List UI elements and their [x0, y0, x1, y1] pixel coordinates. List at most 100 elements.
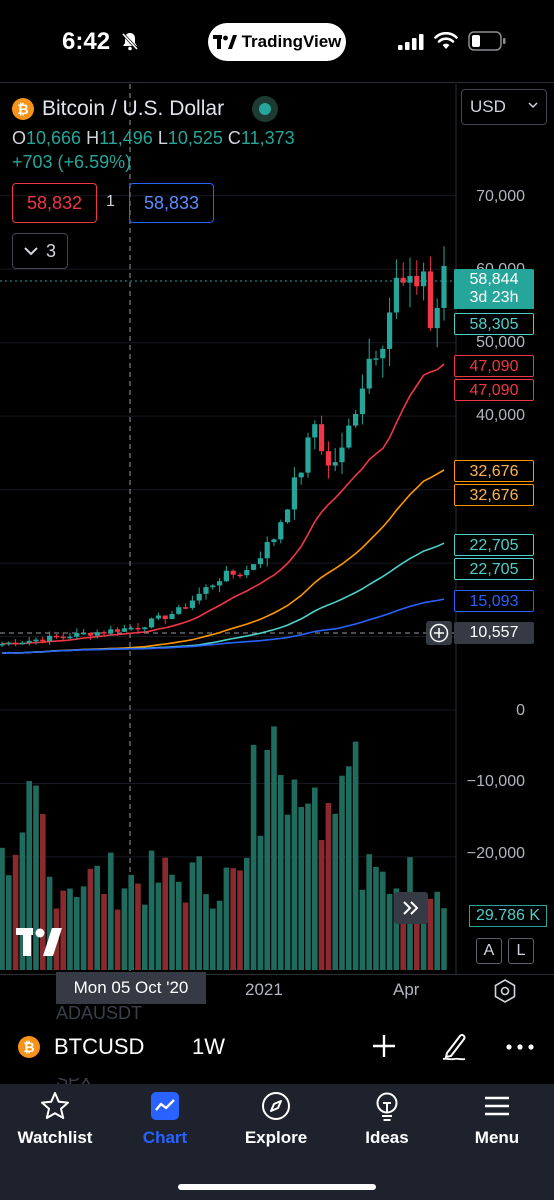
bitcoin-icon: ₿ — [12, 98, 34, 120]
volume-bar — [67, 888, 73, 970]
candle-body — [162, 615, 168, 620]
candle-body — [305, 437, 311, 473]
volume-bar — [135, 883, 141, 970]
close-label: C — [227, 128, 241, 148]
candle-body — [74, 632, 80, 637]
volume-bar — [0, 847, 5, 970]
candle-body — [47, 635, 53, 642]
currency-select[interactable]: USD — [461, 89, 547, 125]
candle-body — [203, 587, 209, 594]
volume-bar — [182, 902, 189, 970]
volume-bar — [271, 726, 277, 970]
tab-explore[interactable]: Explore — [226, 1090, 326, 1160]
volume-bar — [196, 856, 202, 970]
volume-bar — [339, 775, 345, 970]
volume-bar — [244, 857, 250, 970]
volume-bar — [142, 904, 148, 970]
spread-value: 1 — [106, 193, 115, 210]
volume-bar — [264, 750, 270, 970]
volume-bar — [318, 840, 325, 970]
volume-bar — [155, 882, 162, 970]
candle-body — [285, 509, 291, 523]
low-value: 10,525 — [167, 128, 223, 148]
tab-label: Menu — [474, 1128, 520, 1147]
candle-body — [149, 618, 155, 628]
battery-icon — [468, 31, 506, 51]
price-axis-label: −10,000 — [466, 773, 525, 790]
volume-bar — [40, 813, 46, 970]
drawing-tools-icon[interactable] — [438, 1030, 470, 1062]
candle-body — [271, 539, 277, 543]
candle-body — [101, 632, 107, 634]
add-alert-button[interactable] — [426, 621, 452, 645]
crosshair-price-tag: 10,557 — [454, 622, 534, 644]
buy-button[interactable]: 58,833 — [129, 183, 214, 223]
candle-body — [325, 451, 331, 466]
candle-body — [128, 627, 134, 630]
chart-settings-icon[interactable] — [492, 978, 518, 1004]
chart-area[interactable] — [0, 84, 554, 1028]
symbol-search-button[interactable]: BTCUSD — [54, 1034, 145, 1059]
symbol-legend[interactable]: ₿ Bitcoin / U.S. Dollar — [12, 96, 279, 122]
candle-body — [237, 574, 243, 577]
volume-bar — [284, 814, 291, 970]
volume-bar — [332, 813, 338, 970]
ohlc-values: O10,666 H11,496 L10,525 C11,373 — [12, 128, 295, 149]
candle-body — [13, 642, 19, 645]
auto-scale-button[interactable]: A — [476, 938, 502, 964]
tradingview-pill[interactable]: TradingView — [208, 23, 346, 61]
candle-body — [353, 414, 359, 426]
volume-bar — [291, 779, 298, 970]
candle-body — [393, 277, 399, 313]
home-indicator — [178, 1184, 376, 1190]
currency-value: USD — [470, 97, 506, 116]
top-divider — [0, 82, 554, 83]
volume-bar — [74, 897, 80, 970]
volume-bar — [128, 874, 134, 970]
bitcoin-icon: ₿ — [18, 1036, 40, 1058]
bar-countdown-tag: 3d 23h — [454, 287, 534, 309]
candle-body — [115, 629, 121, 632]
volume-bar — [434, 891, 440, 970]
ma-cyan-tag: 22,705 — [454, 534, 534, 556]
add-indicator-icon[interactable] — [370, 1032, 398, 1060]
volume-bar — [373, 866, 379, 970]
volume-bar — [380, 871, 386, 970]
price-axis-label: 50,000 — [476, 334, 525, 351]
cellular-signal-icon — [398, 34, 424, 50]
tradingview-logo-icon — [212, 35, 237, 49]
tab-menu[interactable]: Menu — [447, 1090, 547, 1160]
ma-red-tag: 47,090 — [454, 355, 534, 377]
hamburger-icon — [485, 1096, 509, 1116]
tab-watchlist[interactable]: Watchlist — [5, 1090, 105, 1160]
candle-body — [196, 593, 202, 601]
volume-bar — [216, 900, 223, 970]
tab-label: Explore — [244, 1128, 308, 1147]
more-options-icon[interactable] — [506, 1044, 534, 1050]
price-chart[interactable] — [0, 84, 554, 1028]
volume-bar — [257, 835, 264, 970]
log-scale-button[interactable]: L — [508, 938, 534, 964]
tab-chart[interactable]: Chart — [115, 1090, 215, 1160]
tradingview-watermark-logo — [16, 928, 62, 956]
volume-bar — [386, 893, 393, 970]
chevron-down-icon — [24, 247, 38, 256]
volume-bar — [250, 744, 257, 970]
tab-ideas[interactable]: Ideas — [337, 1090, 437, 1160]
volume-bar — [33, 785, 39, 970]
indicators-toggle[interactable]: 3 — [12, 233, 68, 269]
time-axis-divider — [0, 974, 554, 975]
open-label: O — [12, 128, 27, 148]
candle-body — [434, 307, 440, 329]
candle-body — [169, 613, 175, 620]
volume-bar — [121, 888, 128, 970]
sell-button[interactable]: 58,832 — [12, 183, 97, 223]
candle-body — [373, 358, 379, 360]
candle-body — [244, 569, 250, 576]
open-value: 10,666 — [26, 128, 82, 148]
scroll-to-realtime-button[interactable] — [394, 892, 428, 924]
interval-button[interactable]: 1W — [192, 1034, 225, 1059]
lightbulb-icon — [376, 1092, 398, 1121]
volume-bar — [298, 807, 304, 970]
volume-bar — [393, 888, 400, 970]
